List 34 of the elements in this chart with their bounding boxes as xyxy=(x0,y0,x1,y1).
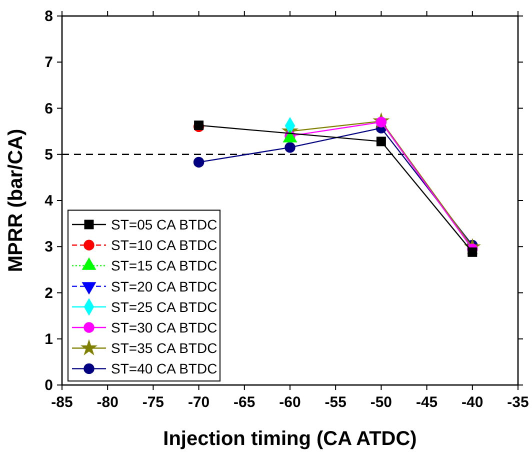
legend-label: ST=25 CA BTDC xyxy=(111,298,218,315)
y-axis-title: MPRR (bar/CA) xyxy=(5,128,27,272)
legend-label: ST=10 CA BTDC xyxy=(111,237,218,254)
x-tick-label: -75 xyxy=(142,394,164,411)
x-tick-label: -60 xyxy=(279,394,301,411)
y-tick-label: 4 xyxy=(44,192,54,210)
legend-label: ST=15 CA BTDC xyxy=(111,258,218,274)
y-tick-label: 7 xyxy=(44,54,53,72)
y-tick-label: 8 xyxy=(44,8,53,25)
x-tick-label: -45 xyxy=(416,394,438,411)
legend-label: ST=05 CA BTDC xyxy=(111,216,218,232)
y-tick-label: 1 xyxy=(44,330,53,348)
legend-label: ST=20 CA BTDC xyxy=(111,278,218,294)
x-tick-label: -85 xyxy=(51,394,73,411)
point xyxy=(284,142,296,153)
legend-label: ST=35 CA BTDC xyxy=(111,340,218,356)
point xyxy=(376,136,386,146)
x-axis-title: Injection timing (CA ATDC) xyxy=(163,428,417,450)
x-tick-label: -40 xyxy=(462,394,484,411)
x-tick-label: -80 xyxy=(96,394,118,411)
x-tick-label: -55 xyxy=(324,394,346,411)
y-tick-label: 6 xyxy=(44,100,53,118)
x-tick-label: -50 xyxy=(370,394,392,411)
y-tick-label: 3 xyxy=(44,238,53,256)
point xyxy=(468,247,478,257)
legend-label: ST=40 CA BTDC xyxy=(111,360,218,377)
x-tick-label: -35 xyxy=(507,394,529,411)
point xyxy=(193,156,204,168)
y-tick-label: 2 xyxy=(44,284,53,302)
x-tick-label: -65 xyxy=(234,394,256,411)
y-tick-label: 0 xyxy=(44,377,53,394)
legend-label: ST=30 CA BTDC xyxy=(111,320,218,336)
y-tick-label: 5 xyxy=(44,146,53,164)
x-tick-label: -70 xyxy=(188,394,210,411)
